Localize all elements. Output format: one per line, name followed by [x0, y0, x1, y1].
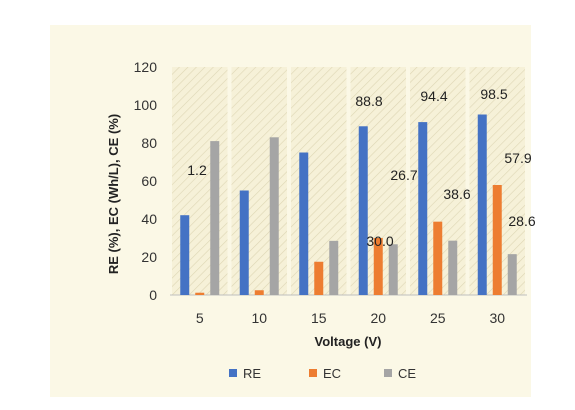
legend-swatch-ec: [309, 369, 317, 377]
bar-ec: [314, 261, 324, 295]
bar-ce: [448, 240, 458, 295]
legend-swatch-re: [229, 369, 237, 377]
data-label: 88.8: [355, 93, 382, 109]
y-tick-labels: 0 20 40 60 80 100 120: [134, 59, 158, 303]
data-label: 57.9: [504, 150, 531, 166]
bar-re: [477, 114, 487, 295]
x-tick-label: 10: [251, 310, 267, 326]
bar-ce: [210, 141, 220, 295]
y-tick-label: 0: [149, 287, 157, 303]
bars: [180, 114, 517, 295]
y-tick-label: 120: [134, 59, 158, 75]
data-label: 26.7: [390, 167, 417, 183]
data-label: 28.6: [508, 213, 535, 229]
bar-re: [299, 152, 309, 295]
y-tick-label: 40: [141, 211, 157, 227]
data-label: 30.0: [366, 233, 393, 249]
legend-label-re: RE: [243, 366, 261, 381]
data-label: 38.6: [443, 186, 470, 202]
bar-ec: [195, 292, 205, 295]
x-tick-label: 30: [489, 310, 505, 326]
y-tick-label: 100: [134, 97, 158, 113]
bar-ec: [254, 290, 264, 295]
bar-re: [180, 215, 190, 295]
legend-label-ce: CE: [398, 366, 416, 381]
legend-swatch-ce: [384, 369, 392, 377]
x-tick-label: 15: [311, 310, 327, 326]
bar-ec: [492, 184, 502, 295]
data-label: 94.4: [420, 88, 447, 104]
bar-ec: [373, 238, 383, 295]
bar-ce: [388, 244, 398, 295]
x-tick-label: 5: [196, 310, 204, 326]
y-tick-label: 60: [141, 173, 157, 189]
bar-ce: [269, 137, 279, 295]
bar-ce: [507, 254, 517, 295]
x-axis-title: Voltage (V): [315, 334, 382, 349]
y-tick-label: 20: [141, 249, 157, 265]
x-tick-labels: 5 10 15 20 25 30: [196, 310, 505, 326]
legend-label-ec: EC: [323, 366, 341, 381]
bar-re: [358, 126, 368, 295]
bar-ec: [433, 221, 443, 295]
data-label: 98.5: [480, 86, 507, 102]
bar-ce: [329, 240, 339, 295]
column-bands: [172, 67, 525, 295]
y-tick-label: 80: [141, 135, 157, 151]
bar-re: [418, 122, 428, 295]
bar-re: [239, 190, 249, 295]
x-tick-label: 25: [430, 310, 446, 326]
data-label: 1.2: [187, 162, 207, 178]
y-axis-title: RE (%), EC (Wh/L), CE (%): [106, 114, 121, 274]
legend: RE EC CE: [229, 366, 416, 381]
x-tick-label: 20: [370, 310, 386, 326]
